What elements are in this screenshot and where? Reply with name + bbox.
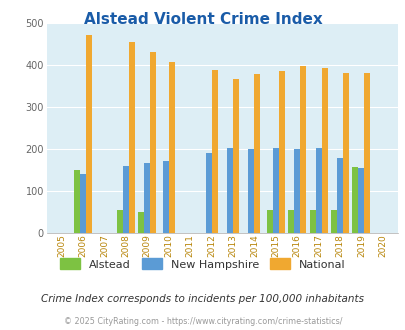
Text: Alstead Violent Crime Index: Alstead Violent Crime Index: [83, 12, 322, 26]
Bar: [129, 42, 134, 233]
Bar: [288, 210, 294, 233]
Bar: [336, 158, 342, 233]
Bar: [342, 73, 348, 233]
Legend: Alstead, New Hampshire, National: Alstead, New Hampshire, National: [60, 258, 345, 270]
Bar: [309, 210, 315, 233]
Text: © 2025 CityRating.com - https://www.cityrating.com/crime-statistics/: © 2025 CityRating.com - https://www.city…: [64, 317, 341, 326]
Bar: [150, 51, 156, 233]
Bar: [211, 71, 217, 233]
Bar: [74, 170, 80, 233]
Bar: [80, 174, 86, 233]
Bar: [226, 148, 232, 233]
Bar: [254, 74, 260, 233]
Bar: [205, 153, 211, 233]
Bar: [364, 73, 369, 233]
Bar: [330, 210, 336, 233]
Bar: [266, 210, 272, 233]
Bar: [299, 66, 305, 233]
Bar: [144, 163, 150, 233]
Bar: [315, 148, 321, 233]
Bar: [248, 149, 254, 233]
Bar: [168, 62, 174, 233]
Bar: [321, 68, 327, 233]
Bar: [358, 168, 364, 233]
Bar: [138, 212, 144, 233]
Bar: [86, 35, 92, 233]
Bar: [123, 166, 129, 233]
Bar: [294, 149, 299, 233]
Bar: [232, 79, 239, 233]
Bar: [278, 71, 284, 233]
Bar: [162, 161, 168, 233]
Bar: [272, 148, 278, 233]
Bar: [352, 167, 358, 233]
Text: Crime Index corresponds to incidents per 100,000 inhabitants: Crime Index corresponds to incidents per…: [41, 294, 364, 304]
Bar: [117, 210, 123, 233]
